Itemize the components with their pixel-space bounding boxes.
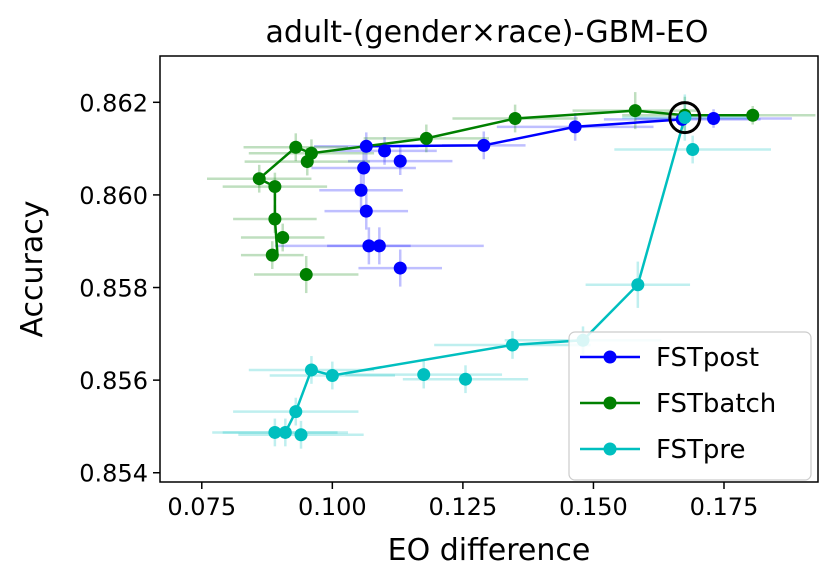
- x-axis-ticks: 0.075 0.100 0.125 0.150 0.175: [167, 482, 758, 521]
- data-point: [393, 154, 407, 168]
- data-point: [300, 155, 314, 169]
- data-point: [268, 212, 282, 226]
- data-point: [508, 112, 522, 126]
- data-point: [378, 144, 392, 158]
- data-point: [568, 120, 582, 134]
- data-point: [294, 428, 308, 442]
- data-point: [276, 231, 290, 245]
- x-tick-label: 0.075: [167, 493, 236, 521]
- data-point: [359, 139, 373, 153]
- data-point: [393, 261, 407, 275]
- data-point: [477, 138, 491, 152]
- series-line: [366, 118, 683, 148]
- x-axis-label: EO difference: [388, 533, 591, 568]
- highlight-circle: [668, 101, 702, 135]
- data-point: [265, 248, 279, 262]
- data-point: [678, 111, 692, 125]
- data-point: [252, 172, 266, 186]
- x-tick-label: 0.125: [429, 493, 498, 521]
- data-point: [746, 108, 760, 122]
- y-tick-label: 0.854: [79, 460, 148, 488]
- y-tick-label: 0.856: [79, 367, 148, 395]
- data-point: [686, 143, 700, 157]
- data-point: [459, 372, 472, 386]
- legend-box: [568, 331, 812, 481]
- data-point: [372, 239, 386, 253]
- legend: FSTpost FSTbatch FSTpre: [568, 331, 812, 481]
- legend-marker: [603, 442, 617, 456]
- data-point: [417, 368, 431, 382]
- y-axis-label: Accuracy: [15, 201, 50, 338]
- data-point: [268, 180, 282, 194]
- legend-label: FSTbatch: [656, 389, 776, 419]
- data-point: [631, 278, 645, 292]
- data-point: [325, 369, 339, 382]
- data-point: [278, 425, 292, 439]
- data-point: [628, 104, 642, 118]
- data-point: [362, 239, 376, 253]
- data-point: [268, 425, 282, 439]
- plot-frame: [159, 55, 819, 483]
- data-point: [354, 183, 368, 197]
- legend-label: FSTpost: [656, 343, 759, 373]
- y-tick-label: 0.860: [79, 182, 148, 210]
- y-axis-ticks: 0.854 0.856 0.858 0.860 0.862: [79, 89, 160, 488]
- x-tick-label: 0.150: [559, 493, 628, 521]
- x-tick-label: 0.175: [690, 493, 759, 521]
- chart-title: adult-(gender×race)-GBM-EO: [266, 15, 709, 50]
- data-point: [357, 161, 371, 175]
- x-tick-label: 0.100: [298, 493, 367, 521]
- legend-label: FSTpre: [656, 435, 746, 465]
- legend-marker: [603, 350, 617, 364]
- data-point: [299, 268, 313, 282]
- y-tick-label: 0.862: [79, 89, 148, 117]
- data-point: [289, 140, 303, 154]
- data-point: [506, 338, 519, 352]
- y-tick-label: 0.858: [79, 275, 148, 303]
- data-point: [359, 204, 373, 218]
- data-point: [419, 131, 433, 145]
- data-point: [707, 112, 721, 126]
- legend-marker: [603, 396, 617, 410]
- data-point: [304, 363, 318, 377]
- data-point: [289, 405, 303, 419]
